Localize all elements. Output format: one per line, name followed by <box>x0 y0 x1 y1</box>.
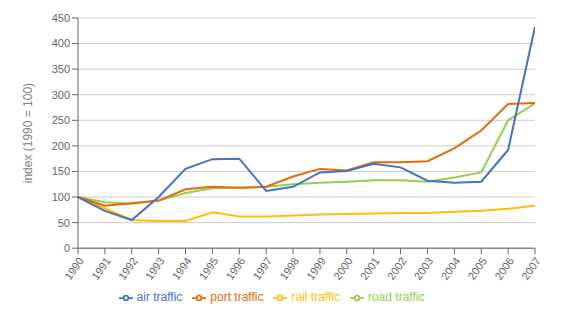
svg-text:1995: 1995 <box>197 255 221 282</box>
svg-text:2002: 2002 <box>385 255 409 282</box>
svg-text:1994: 1994 <box>170 255 194 282</box>
svg-text:index (1990 = 100): index (1990 = 100) <box>21 83 35 183</box>
svg-text:150: 150 <box>52 165 70 177</box>
html-text:port traffic: port traffic <box>210 290 264 305</box>
svg-text:2003: 2003 <box>412 255 436 282</box>
svg-text:100: 100 <box>52 191 70 203</box>
svg-text:1997: 1997 <box>250 255 274 282</box>
svg-text:1993: 1993 <box>143 255 167 282</box>
svg-text:200: 200 <box>52 140 70 152</box>
svg-text:2007: 2007 <box>519 255 543 282</box>
svg-text:2001: 2001 <box>358 255 382 282</box>
svg-text:1996: 1996 <box>223 255 247 282</box>
svg-text:50: 50 <box>58 217 70 229</box>
svg-text:2004: 2004 <box>439 255 463 282</box>
html-text:air traffic: air traffic <box>136 290 183 305</box>
svg-text:2005: 2005 <box>465 255 489 282</box>
html-text:rail traffic: rail traffic <box>291 290 340 305</box>
svg-text:300: 300 <box>52 89 70 101</box>
svg-text:1999: 1999 <box>304 255 328 282</box>
svg-text:1992: 1992 <box>116 255 140 282</box>
svg-text:350: 350 <box>52 63 70 75</box>
svg-text:250: 250 <box>52 114 70 126</box>
svg-text:0: 0 <box>64 242 70 254</box>
svg-text:1990: 1990 <box>62 255 86 282</box>
svg-text:2000: 2000 <box>331 255 355 282</box>
svg-text:1998: 1998 <box>277 255 301 282</box>
html-text:road traffic: road traffic <box>368 290 425 305</box>
svg-text:2006: 2006 <box>492 255 516 282</box>
svg-text:1991: 1991 <box>89 255 113 282</box>
svg-text:400: 400 <box>52 37 70 49</box>
svg-text:450: 450 <box>52 12 70 24</box>
